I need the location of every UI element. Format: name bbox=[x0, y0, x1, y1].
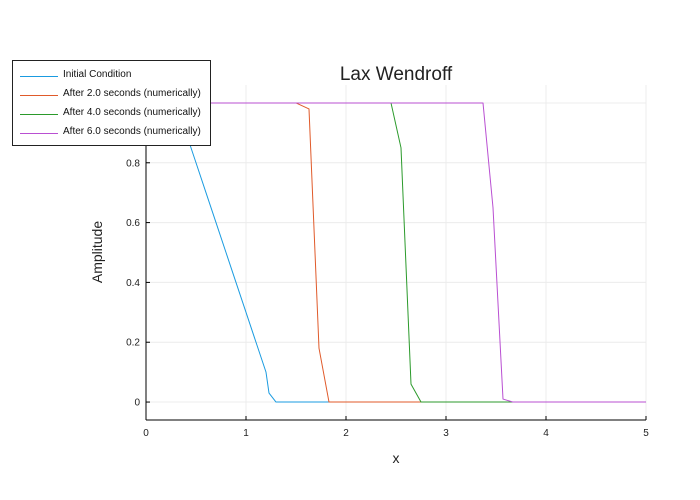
y-tick-label: 0.8 bbox=[126, 158, 140, 169]
legend-item: After 4.0 seconds (numerically) bbox=[13, 106, 210, 124]
x-tick-label: 5 bbox=[643, 428, 649, 439]
series-lines bbox=[146, 102, 646, 403]
y-tick-label: 0.4 bbox=[126, 278, 140, 289]
y-tick-label: 0.2 bbox=[126, 338, 140, 349]
y-tick-label: 0 bbox=[134, 398, 140, 409]
legend-label: After 4.0 seconds (numerically) bbox=[63, 107, 201, 118]
legend-label: After 2.0 seconds (numerically) bbox=[63, 88, 201, 99]
grid-lines bbox=[145, 85, 647, 420]
legend-swatch bbox=[20, 133, 58, 134]
series-line-2 bbox=[146, 102, 646, 403]
legend-item: Initial Condition bbox=[13, 68, 210, 86]
x-axis-label: x bbox=[393, 450, 400, 466]
legend-label: After 6.0 seconds (numerically) bbox=[63, 126, 201, 137]
legend-swatch bbox=[20, 95, 58, 96]
chart-title: Lax Wendroff bbox=[340, 64, 453, 85]
x-tick-label: 2 bbox=[343, 428, 349, 439]
x-tick-label: 3 bbox=[443, 428, 449, 439]
x-tick-label: 1 bbox=[243, 428, 249, 439]
x-tick-label: 4 bbox=[543, 428, 549, 439]
legend-item: After 2.0 seconds (numerically) bbox=[13, 87, 210, 105]
legend-label: Initial Condition bbox=[63, 69, 132, 80]
legend: Initial Condition After 2.0 seconds (num… bbox=[12, 60, 211, 146]
series-line-4 bbox=[146, 102, 646, 403]
legend-swatch bbox=[20, 114, 58, 115]
legend-swatch bbox=[20, 76, 58, 77]
axes bbox=[145, 85, 646, 421]
series-line-3 bbox=[146, 102, 646, 403]
y-tick-label: 0.6 bbox=[126, 218, 140, 229]
legend-item: After 6.0 seconds (numerically) bbox=[13, 125, 210, 143]
y-axis-label: Amplitude bbox=[89, 221, 105, 283]
tick-labels: 0 1 2 3 4 5 0 0.2 0.4 0.6 0.8 bbox=[126, 158, 649, 439]
x-tick-label: 0 bbox=[143, 428, 149, 439]
series-line-1 bbox=[146, 102, 646, 403]
